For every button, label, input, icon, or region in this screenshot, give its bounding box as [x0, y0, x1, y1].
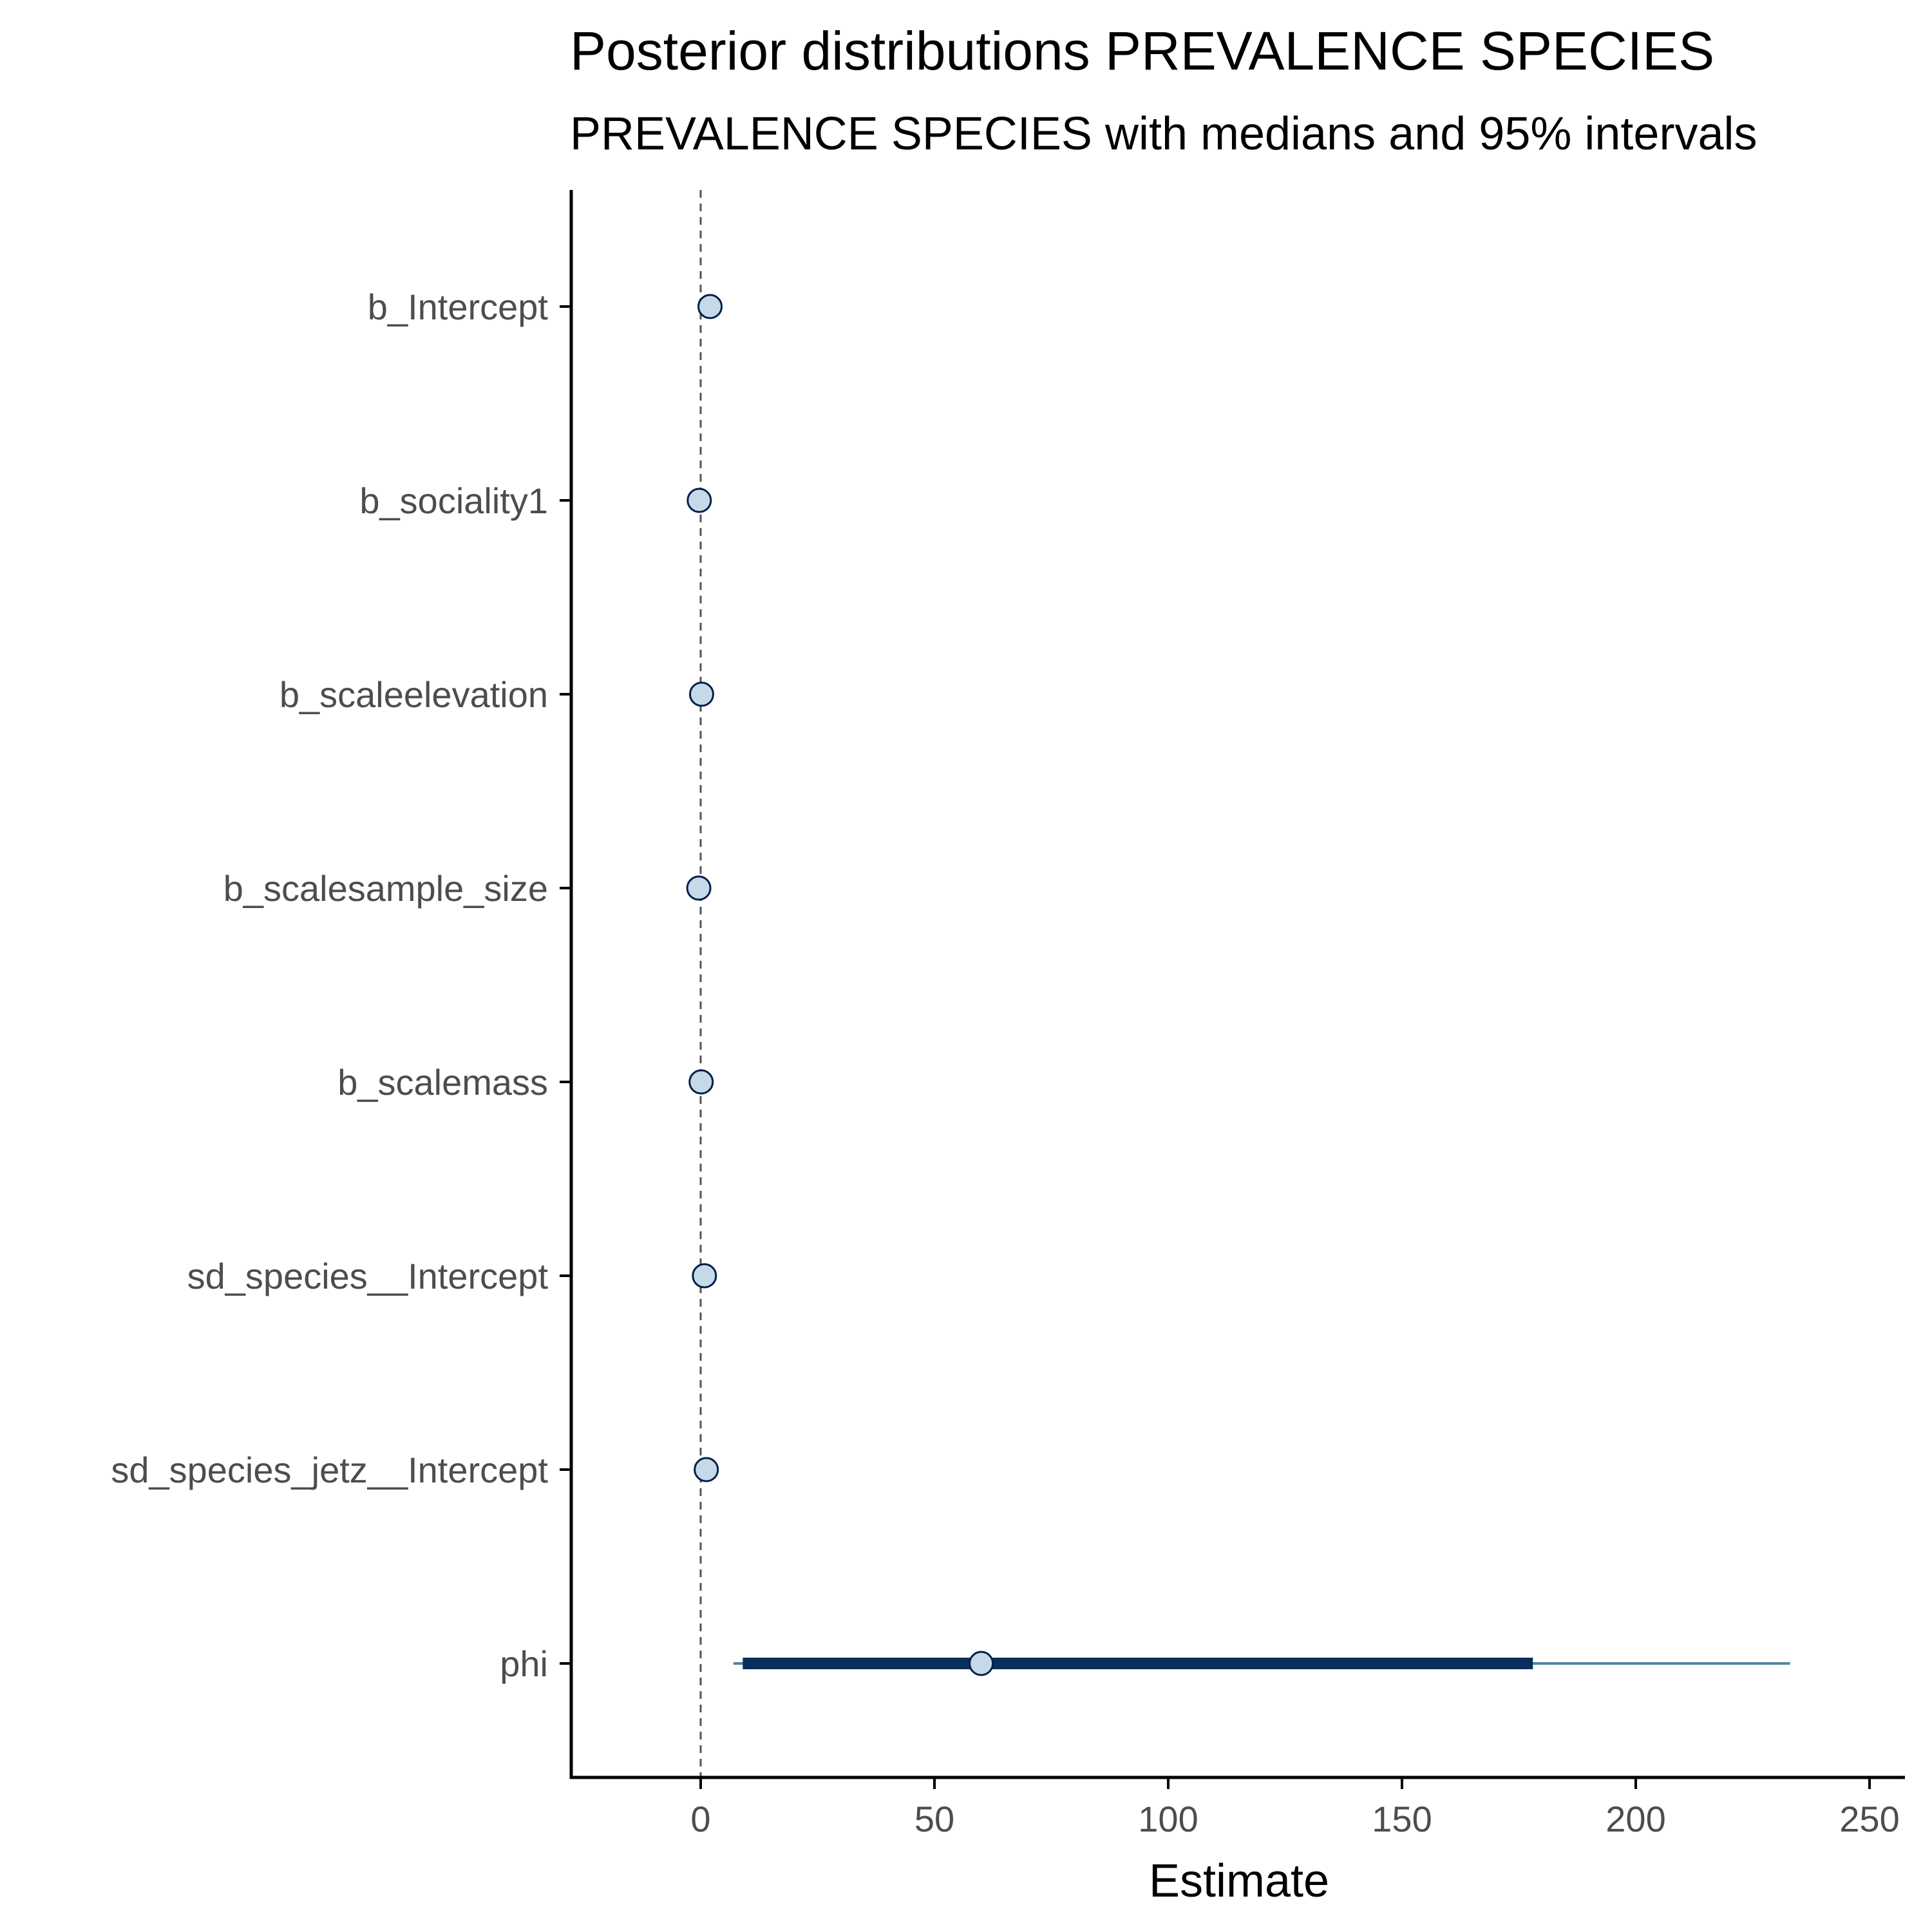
- x-tick-label: 100: [1138, 1799, 1198, 1839]
- y-tick-label: sd_species_jetz__Intercept: [111, 1450, 548, 1490]
- y-tick-label: sd_species__Intercept: [187, 1256, 549, 1296]
- median-point: [686, 875, 712, 901]
- median-point: [688, 1069, 714, 1095]
- median-point: [694, 1457, 719, 1482]
- y-tick-label: b_scalesample_size: [223, 868, 548, 909]
- x-tick-label: 50: [914, 1799, 954, 1839]
- median-point: [697, 294, 723, 319]
- x-tick-label: 250: [1839, 1799, 1899, 1839]
- median-point: [688, 681, 714, 707]
- x-tick-label: 150: [1372, 1799, 1432, 1839]
- y-tick-label: b_scalemass: [337, 1062, 548, 1103]
- chart-subtitle: PREVALENCE SPECIES with medians and 95% …: [570, 108, 1757, 160]
- chart-title: Posterior distributions PREVALENCE SPECI…: [570, 21, 1714, 81]
- median-point: [692, 1263, 717, 1289]
- y-tick-label: b_scaleelevation: [279, 674, 548, 715]
- median-point: [687, 488, 712, 513]
- x-axis-title: Estimate: [1149, 1855, 1329, 1907]
- y-tick-label: b_Intercept: [368, 287, 549, 327]
- y-tick-label: phi: [500, 1643, 548, 1684]
- y-tick-label: b_sociality1: [359, 480, 548, 521]
- plot-area: 0 50 100 150 200 250 b_Intercept b_sociality1 b_…: [111, 190, 1905, 1839]
- x-tick-label: 200: [1605, 1799, 1665, 1839]
- x-tick-label: 0: [690, 1799, 710, 1839]
- median-point: [969, 1651, 994, 1676]
